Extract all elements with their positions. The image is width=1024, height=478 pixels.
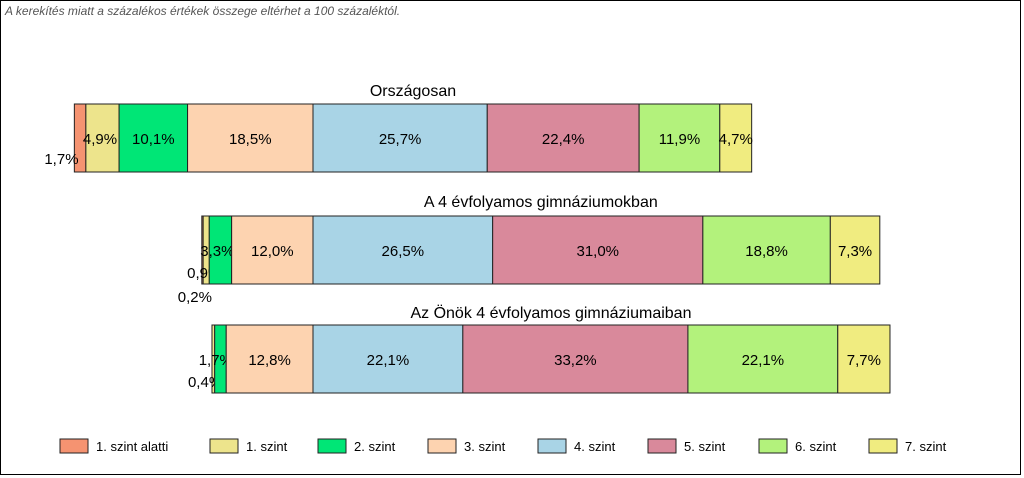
legend-label: 4. szint bbox=[574, 439, 616, 454]
data-label: 26,5% bbox=[382, 243, 425, 260]
data-label: 10,1% bbox=[132, 131, 175, 148]
legend-swatch bbox=[537, 438, 567, 454]
legend-swatch bbox=[59, 438, 89, 454]
bar-segment-4 bbox=[225, 324, 314, 394]
data-label: 7,3% bbox=[838, 243, 872, 260]
data-label: 4,9% bbox=[83, 131, 117, 148]
legend-swatch bbox=[209, 438, 239, 454]
data-label: 1,7% bbox=[44, 151, 78, 168]
data-label: 18,8% bbox=[745, 243, 788, 260]
legend-swatch bbox=[868, 438, 898, 454]
bar-segment-6 bbox=[486, 103, 640, 173]
bar-segment-8 bbox=[837, 324, 891, 394]
bar-title: Az Önök 4 évfolyamos gimnáziumaiban bbox=[410, 304, 691, 322]
data-label: 0,4% bbox=[188, 374, 222, 391]
legend-label: 6. szint bbox=[795, 439, 837, 454]
data-label: 4,7% bbox=[719, 131, 753, 148]
data-label: 12,0% bbox=[251, 243, 294, 260]
data-label: 22,4% bbox=[542, 131, 585, 148]
bar-segment-7 bbox=[702, 215, 831, 285]
bar-segment-7 bbox=[638, 103, 721, 173]
data-label: 25,7% bbox=[379, 131, 422, 148]
data-label: 22,1% bbox=[367, 352, 410, 369]
legend-swatch bbox=[758, 438, 788, 454]
bar-title: Országosan bbox=[370, 83, 456, 100]
data-label: 18,5% bbox=[229, 131, 272, 148]
bar-segment-5 bbox=[312, 324, 464, 394]
legend-swatch bbox=[427, 438, 457, 454]
bar-segment-5 bbox=[312, 215, 494, 285]
legend-swatch bbox=[647, 438, 677, 454]
legend-label: 3. szint bbox=[464, 439, 506, 454]
bar-title: A 4 évfolyamos gimnáziumokban bbox=[424, 194, 658, 211]
legend-label: 5. szint bbox=[684, 439, 726, 454]
bar-segment-5 bbox=[312, 103, 488, 173]
bar-segment-8 bbox=[719, 103, 753, 173]
bar-segment-3 bbox=[118, 103, 189, 173]
data-label: 22,1% bbox=[742, 352, 785, 369]
data-label: 3,3% bbox=[200, 243, 234, 260]
bar-segment-6 bbox=[462, 324, 689, 394]
rounding-note: A kerekítés miatt a százalékos értékek ö… bbox=[5, 4, 401, 18]
bar-segment-4 bbox=[187, 103, 314, 173]
data-label: 1,7% bbox=[199, 352, 233, 369]
bar-segment-8 bbox=[829, 215, 881, 285]
legend-label: 1. szint bbox=[246, 439, 288, 454]
legend-label: 7. szint bbox=[905, 439, 947, 454]
data-label: 12,8% bbox=[248, 352, 291, 369]
data-label: 33,2% bbox=[554, 352, 597, 369]
legend-swatch bbox=[317, 438, 347, 454]
data-label: 11,9% bbox=[659, 131, 700, 148]
legend-label: 1. szint alatti bbox=[96, 439, 168, 454]
bar-segment-7 bbox=[687, 324, 839, 394]
data-label: 7,7% bbox=[847, 352, 881, 369]
data-label: 0,2% bbox=[178, 289, 212, 306]
data-label: 31,0% bbox=[576, 243, 619, 260]
bar-segment-6 bbox=[492, 215, 704, 285]
legend-label: 2. szint bbox=[354, 439, 396, 454]
